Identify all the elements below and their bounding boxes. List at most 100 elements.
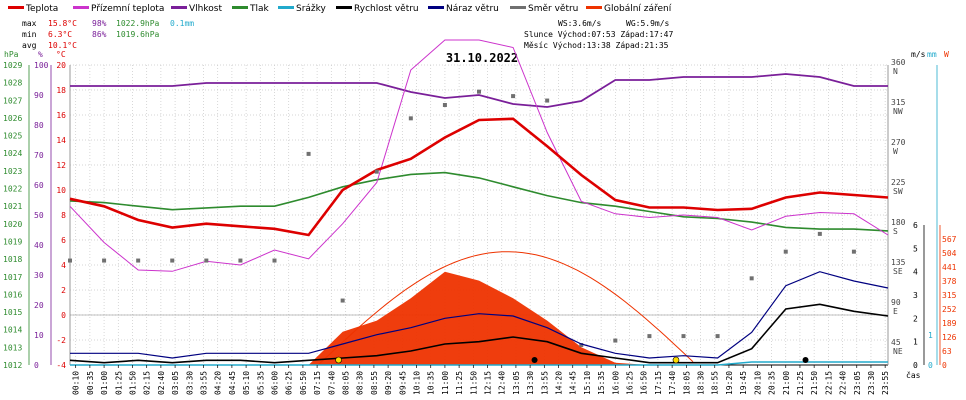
wind-direction-point (238, 258, 243, 263)
series-vlhkost (70, 73, 888, 108)
celsius-tick-label: 8 (61, 211, 66, 220)
stat-wg: WG:5.9m/s (626, 19, 670, 28)
unit-mm: mm (927, 50, 937, 59)
wind-direction-point (136, 258, 141, 263)
stat-max-rain: 0.1mm (170, 19, 194, 28)
mm-tick-label: 1 (928, 331, 933, 340)
x-tick-label: 20:10 (753, 371, 762, 395)
wind-direction-point (715, 334, 720, 339)
series-tlak (69, 171, 889, 232)
hpa-tick-label: 1020 (3, 220, 22, 229)
wind-direction-point (817, 231, 822, 236)
wind-direction-point (408, 116, 413, 121)
wind-direction-point (579, 343, 584, 347)
x-tick-label: 04:45 (228, 371, 237, 395)
x-tick-label: 23:05 (853, 371, 862, 395)
wind-direction-point (647, 334, 652, 339)
stat-max-press: 1022.9hPa (116, 19, 160, 28)
unit-pct: % (38, 50, 43, 59)
hpa-tick-label: 1023 (3, 167, 22, 176)
dir-tick-label: 180 (891, 218, 906, 227)
celsius-tick-label: -4 (56, 361, 66, 370)
hpa-tick-label: 1028 (3, 79, 22, 88)
wind-direction-point (272, 258, 277, 263)
x-tick-label: 10:10 (413, 371, 422, 395)
hpa-tick-label: 1019 (3, 237, 22, 246)
stat-sun: Slunce Východ:07:53 Západ:17:47 (524, 30, 673, 39)
legend-rychlost-vetru: Rychlost větru (354, 4, 419, 14)
x-tick-label: 11:00 (441, 371, 450, 395)
wind-direction-point (204, 258, 209, 263)
x-tick-label: 21:25 (796, 371, 805, 395)
x-tick-label: 22:15 (824, 371, 833, 395)
x-tick-label: 16:25 (626, 371, 635, 395)
plot-area (68, 39, 889, 366)
x-tick-label: 19:45 (739, 371, 748, 395)
stat-max-temp: 15.8°C (48, 19, 77, 28)
x-tick-label: 07:15 (313, 371, 322, 395)
moonrise-marker (531, 357, 538, 363)
hpa-tick-label: 1021 (3, 202, 22, 211)
legend-prizemni-teplota: Přízemní teplota (91, 4, 164, 14)
legend-swatch-naraz (428, 6, 444, 9)
celsius-tick-label: 12 (56, 161, 66, 170)
w-tick-label: 504 (942, 249, 957, 258)
wind-direction-point (306, 151, 311, 156)
pct-tick-label: 80 (34, 121, 44, 130)
x-tick-label: 18:55 (711, 371, 720, 395)
x-tick-label: 16:50 (640, 371, 649, 395)
dir-tick-label: 45 (891, 338, 901, 347)
hpa-tick-label: 1017 (3, 273, 22, 282)
wind-direction-point (477, 89, 481, 94)
x-tick-label: 15:35 (597, 371, 606, 395)
wind-direction-point (340, 298, 345, 303)
x-tick-label: 17:15 (654, 371, 663, 395)
legend: Teplota Přízemní teplota Vlhkost Tlak Sr… (8, 4, 672, 14)
stat-min-hum: 86% (92, 30, 107, 39)
dir-card-label: NE (893, 347, 903, 356)
x-tick-label: 11:50 (469, 371, 478, 395)
stat-avg-temp: 10.1°C (48, 41, 77, 50)
x-tick-label: 08:05 (342, 371, 351, 395)
series-rychlost-vetru (69, 303, 889, 364)
hpa-tick-label: 1024 (3, 149, 22, 158)
legend-swatch-tlak (232, 6, 248, 9)
dir-tick-label: 315 (891, 98, 906, 107)
dir-card-label: N (893, 67, 898, 76)
x-tick-label: 03:55 (199, 371, 208, 395)
ms-tick-label: 6 (913, 221, 918, 230)
pct-tick-label: 100 (34, 61, 49, 70)
hpa-tick-label: 1022 (3, 185, 22, 194)
x-tick-label: 06:00 (271, 371, 280, 395)
stat-moon: Měsíc Východ:13:38 Západ:21:35 (524, 41, 669, 50)
x-tick-label: 23:30 (867, 371, 876, 395)
celsius-tick-label: 0 (61, 311, 66, 320)
celsius-tick-label: 20 (56, 61, 66, 70)
x-tick-label: 15:10 (583, 371, 592, 395)
x-tick-label: 01:25 (114, 371, 123, 395)
w-tick-label: 63 (942, 347, 952, 356)
x-tick-label: 08:30 (356, 371, 365, 395)
legend-swatch-smer (510, 6, 526, 9)
legend-swatch-zareni (586, 6, 602, 9)
pct-tick-label: 70 (34, 151, 44, 160)
x-tick-label: 21:50 (810, 371, 819, 395)
x-tick-label: 22:40 (839, 371, 848, 395)
unit-hpa: hPa (4, 50, 19, 59)
wind-direction-point (170, 258, 175, 263)
celsius-tick-label: -2 (56, 336, 66, 345)
w-tick-label: 441 (942, 263, 957, 272)
wind-direction-point (783, 249, 788, 254)
wind-direction-point (68, 258, 72, 263)
x-tick-label: 05:35 (256, 371, 265, 395)
wind-direction-point (442, 103, 447, 107)
x-tick-label: 06:50 (299, 371, 308, 395)
series-naraz-vetru (70, 271, 889, 359)
x-tick-label: 12:15 (484, 371, 493, 395)
dir-card-label: E (893, 307, 898, 316)
x-tick-label: 19:20 (725, 371, 734, 395)
x-tick-label: 06:25 (285, 371, 294, 395)
x-tick-label: 01:50 (128, 371, 137, 395)
legend-swatch-srazky (278, 6, 294, 9)
